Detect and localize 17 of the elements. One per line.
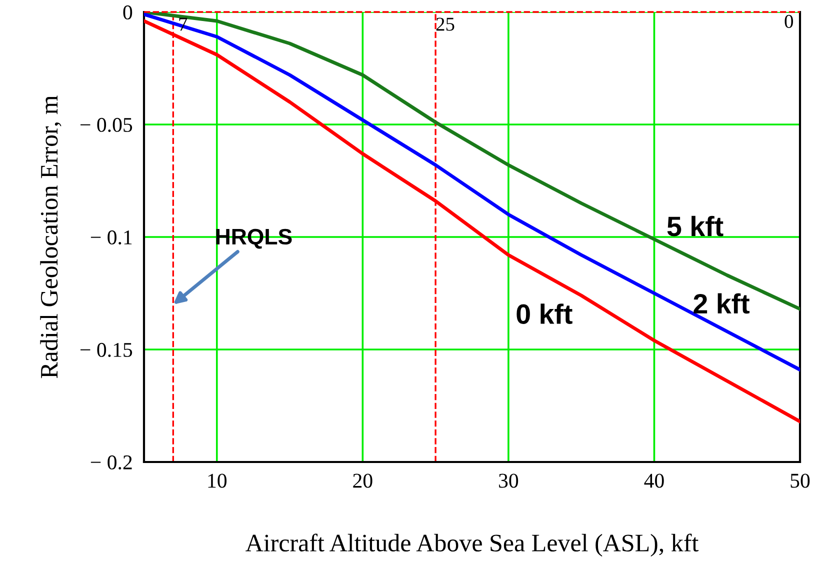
y-axis-title: Radial Geolocation Error, m xyxy=(40,96,62,378)
series-label: 5 kft xyxy=(667,216,724,236)
x-tick-label: 10 xyxy=(208,474,227,488)
y-tick-label: 0 xyxy=(123,5,132,20)
y-tick-label: − 0.05 xyxy=(80,118,132,132)
y-tick-label: − 0.15 xyxy=(80,342,132,358)
x-axis-title: Aircraft Altitude Above Sea Level (ASL), kft xyxy=(246,534,699,557)
y-tick-label: − 0.1 xyxy=(90,230,132,245)
ref-line-label: 25 xyxy=(436,18,454,31)
series-label: 0 kft xyxy=(516,304,572,324)
y-tick-label: − 0.2 xyxy=(90,455,132,470)
x-tick-label: 20 xyxy=(353,474,372,488)
series-label: 2 kft xyxy=(694,293,750,314)
x-tick-label: 30 xyxy=(499,474,518,488)
x-tick-label: 40 xyxy=(644,474,664,488)
ref-line-label: 0 xyxy=(784,14,794,28)
x-tick-label: 50 xyxy=(790,474,810,488)
